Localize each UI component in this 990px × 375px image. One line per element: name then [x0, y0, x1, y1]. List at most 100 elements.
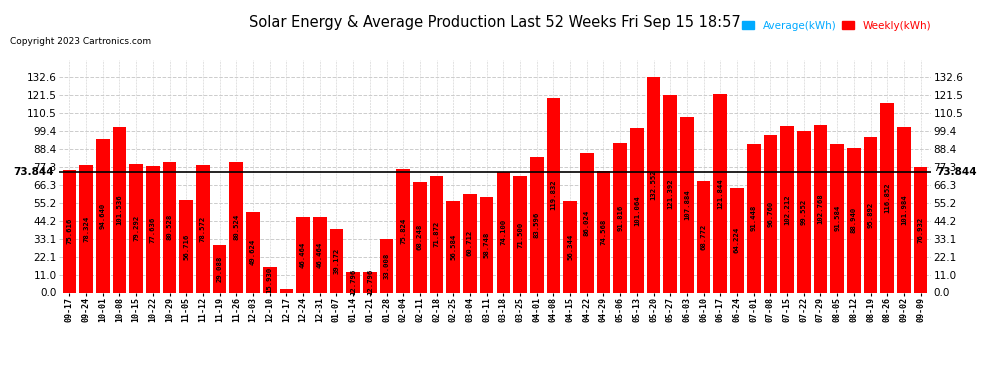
Bar	[247, 212, 259, 292]
Bar	[714, 94, 727, 292]
Bar	[62, 170, 76, 292]
Bar	[580, 153, 594, 292]
Text: 95.892: 95.892	[867, 201, 873, 228]
Bar	[731, 188, 743, 292]
Text: 78.324: 78.324	[83, 216, 89, 242]
Text: 77.636: 77.636	[149, 216, 155, 243]
Bar	[196, 165, 210, 292]
Text: 101.536: 101.536	[117, 195, 123, 225]
Text: 76.932: 76.932	[918, 217, 924, 243]
Bar	[146, 166, 159, 292]
Text: 58.748: 58.748	[484, 232, 490, 258]
Text: Copyright 2023 Cartronics.com: Copyright 2023 Cartronics.com	[10, 38, 151, 46]
Text: 78.572: 78.572	[200, 216, 206, 242]
Text: 73.844: 73.844	[13, 168, 53, 177]
Bar	[530, 157, 544, 292]
Text: 80.528: 80.528	[166, 214, 172, 240]
Bar	[213, 245, 227, 292]
Bar	[330, 229, 344, 292]
Text: 39.172: 39.172	[334, 248, 340, 274]
Text: 64.224: 64.224	[734, 227, 740, 254]
Bar	[563, 201, 577, 292]
Text: 60.712: 60.712	[467, 230, 473, 256]
Text: 33.008: 33.008	[383, 252, 389, 279]
Text: 49.624: 49.624	[250, 239, 256, 265]
Bar	[230, 162, 244, 292]
Text: 121.844: 121.844	[718, 178, 724, 209]
Text: Solar Energy & Average Production Last 52 Weeks Fri Sep 15 18:57: Solar Energy & Average Production Last 5…	[249, 15, 741, 30]
Bar	[863, 136, 877, 292]
Legend: Average(kWh), Weekly(kWh): Average(kWh), Weekly(kWh)	[738, 16, 936, 35]
Text: 102.212: 102.212	[784, 194, 790, 225]
Bar	[179, 200, 193, 292]
Text: 46.464: 46.464	[300, 242, 306, 268]
Text: 132.552: 132.552	[650, 170, 656, 200]
Bar	[763, 135, 777, 292]
Text: 29.088: 29.088	[217, 256, 223, 282]
Text: 75.824: 75.824	[400, 218, 406, 244]
Text: 79.292: 79.292	[134, 215, 140, 241]
Bar	[880, 102, 894, 292]
Text: 101.064: 101.064	[634, 195, 640, 226]
Bar	[546, 98, 560, 292]
Bar	[914, 167, 928, 292]
Bar	[831, 144, 844, 292]
Text: 71.872: 71.872	[434, 221, 440, 247]
Bar	[446, 201, 460, 292]
Text: 74.568: 74.568	[601, 219, 607, 245]
Text: 116.852: 116.852	[884, 182, 890, 213]
Text: 56.344: 56.344	[567, 234, 573, 260]
Text: 15.930: 15.930	[266, 266, 272, 292]
Text: 102.768: 102.768	[818, 194, 824, 224]
Text: 80.524: 80.524	[234, 214, 240, 240]
Text: 107.884: 107.884	[684, 189, 690, 220]
Bar	[746, 144, 760, 292]
Text: 121.392: 121.392	[667, 178, 673, 209]
Bar	[797, 130, 811, 292]
Bar	[162, 162, 176, 292]
Bar	[630, 128, 644, 292]
Text: 86.024: 86.024	[584, 210, 590, 236]
Bar	[279, 290, 293, 292]
Text: 88.940: 88.940	[850, 207, 856, 233]
Bar	[313, 217, 327, 292]
Bar	[113, 128, 127, 292]
Bar	[847, 148, 860, 292]
Bar	[680, 117, 694, 292]
Bar	[614, 143, 627, 292]
Text: 68.772: 68.772	[701, 224, 707, 250]
Text: 56.716: 56.716	[183, 233, 189, 260]
Bar	[263, 267, 276, 292]
Text: 83.596: 83.596	[534, 211, 540, 238]
Text: 73.844: 73.844	[937, 168, 977, 177]
Bar	[463, 194, 477, 292]
Text: 119.832: 119.832	[550, 180, 556, 210]
Bar	[513, 176, 527, 292]
Bar	[897, 127, 911, 292]
Text: 75.616: 75.616	[66, 218, 72, 244]
Bar	[430, 176, 444, 292]
Text: 68.248: 68.248	[417, 224, 423, 250]
Bar	[130, 164, 143, 292]
Bar	[780, 126, 794, 292]
Text: 96.760: 96.760	[767, 201, 773, 227]
Text: 74.100: 74.100	[500, 219, 506, 245]
Bar	[697, 181, 711, 292]
Bar	[480, 197, 493, 292]
Text: 12.796: 12.796	[350, 269, 356, 295]
Text: 91.584: 91.584	[835, 205, 841, 231]
Text: 99.552: 99.552	[801, 198, 807, 225]
Bar	[396, 169, 410, 292]
Bar	[413, 182, 427, 292]
Bar	[363, 272, 376, 292]
Bar	[79, 165, 93, 292]
Text: 12.796: 12.796	[367, 269, 373, 295]
Bar	[497, 172, 510, 292]
Text: 94.640: 94.640	[100, 202, 106, 229]
Bar	[597, 171, 610, 292]
Text: 46.464: 46.464	[317, 242, 323, 268]
Bar	[296, 217, 310, 292]
Text: 56.584: 56.584	[450, 233, 456, 260]
Text: 101.984: 101.984	[901, 194, 907, 225]
Text: 91.816: 91.816	[617, 205, 623, 231]
